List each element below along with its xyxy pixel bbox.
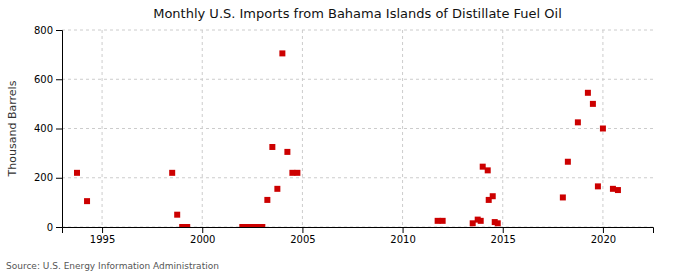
x-axis-tick-label: 1995 [90,234,115,245]
x-axis-tick-mark [302,227,303,233]
x-axis-tick-label: 2005 [290,234,315,245]
point [84,198,90,204]
point [174,212,180,218]
y-axis-domain [56,31,63,228]
grid-line-x [402,30,403,227]
point [284,149,290,155]
y-axis-tick-label: 800 [34,25,53,36]
point [485,167,491,173]
point [585,90,591,96]
point [590,101,596,107]
point [279,50,285,56]
grid-line-y [62,30,653,31]
y-axis-tick-label: 600 [34,74,53,85]
x-axis-tick-label: 2000 [190,234,215,245]
x-axis-tick-mark [102,227,103,233]
y-axis-tick: 800 [34,25,62,36]
x-axis-tick-mark [603,227,604,233]
x-axis-tick: 2010 [390,227,415,245]
x-axis-domain [63,228,654,234]
point [495,220,501,226]
grid-line-x [102,30,103,227]
y-axis-tick-mark [56,30,62,31]
y-axis-tick-mark [56,227,62,228]
points [74,50,621,227]
y-axis-tick-mark [56,79,62,80]
x-axis-tick-label: 2010 [390,234,415,245]
x-axis-tick: 2020 [591,227,616,245]
x-axis-tick: 2005 [290,227,315,245]
chart-svg: 1995 2000 2005 2010 2015 2020 0 200 400 600 800 Mon… [0,0,675,275]
x-axis: 1995 2000 2005 2010 2015 2020 [63,227,654,245]
y-axis-tick: 600 [34,74,62,85]
point [169,170,175,176]
grid-line-y [62,177,653,178]
grid-line-x [302,30,303,227]
x-axis-tick-label: 2020 [591,234,616,245]
grid-line-y [62,79,653,80]
point [478,218,484,224]
plot-area: 1995 2000 2005 2010 2015 2020 0 200 400 600 800 [34,25,654,245]
grid [62,30,653,227]
point [274,186,280,192]
y-axis-tick: 200 [34,172,62,183]
point [565,159,571,165]
point [575,119,581,125]
point [294,170,300,176]
grid-line-x [202,30,203,227]
point [615,187,621,193]
point [490,193,496,199]
point [264,197,270,203]
x-axis-tick-mark [202,227,203,233]
point [595,183,601,189]
y-axis-tick: 0 [47,222,62,233]
x-axis-tick-label: 2015 [491,234,516,245]
point [600,126,606,132]
x-axis-tick: 1995 [90,227,115,245]
y-axis-tick-label: 200 [34,172,53,183]
point [184,224,190,227]
annotation: Source: U.S. Energy Information Administ… [6,261,219,271]
point [440,218,446,224]
title: Monthly U.S. Imports from Bahama Islands… [153,6,562,21]
y-axis-tick-mark [56,129,62,130]
grid-line-y [62,128,653,129]
x-axis-tick-mark [503,227,504,233]
grid-line-x [502,30,503,227]
x-axis-tick: 2015 [491,227,516,245]
x-axis-tick-mark [403,227,404,233]
y-axis-title: Thousand Barrels [6,80,19,177]
x-axis-tick: 2000 [190,227,215,245]
y-axis-tick: 400 [34,123,62,134]
point [259,224,265,227]
y-axis: 0 200 400 600 800 [34,25,63,233]
y-axis-tick-label: 400 [34,123,53,134]
y-axis-tick-label: 0 [47,222,53,233]
point [269,144,275,150]
y-axis-tick-mark [56,178,62,179]
point [560,194,566,200]
point [74,170,80,176]
